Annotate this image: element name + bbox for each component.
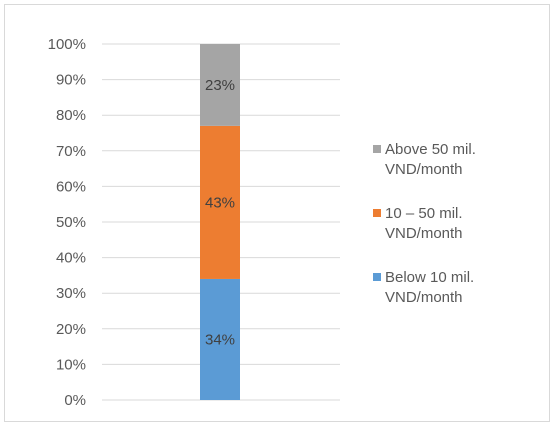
legend-entry: Above 50 mil. VND/month [385, 141, 476, 178]
y-tick-label: 60% [56, 178, 86, 195]
legend-swatch [373, 273, 381, 281]
legend-swatch [373, 145, 381, 153]
legend-entry-line: VND/month [385, 161, 463, 178]
legend-entry-line: VND/month [385, 225, 463, 242]
data-label: 23% [205, 77, 235, 94]
legend-entry-line: Above 50 mil. [385, 141, 476, 158]
legend-entry: 10 – 50 mil. VND/month [385, 205, 463, 242]
legend: Above 50 mil. VND/month 10 – 50 mil. VND/mo… [373, 141, 476, 306]
y-tick-label: 40% [56, 250, 86, 267]
y-tick-label: 50% [56, 214, 86, 231]
y-axis-ticks: 0% 10% 20% 30% 40% 50% 60% 70% 80% 90% 100% [48, 36, 86, 409]
y-tick-label: 80% [56, 107, 86, 124]
data-label: 34% [205, 331, 235, 348]
y-tick-label: 90% [56, 72, 86, 89]
data-label: 43% [205, 194, 235, 211]
legend-entry-line: Below 10 mil. [385, 269, 474, 286]
bar-segment [200, 278, 240, 400]
bar-segment [200, 44, 240, 126]
y-tick-label: 20% [56, 321, 86, 338]
legend-entry-line: 10 – 50 mil. [385, 205, 463, 222]
legend-entry-line: VND/month [385, 289, 463, 306]
legend-entry: Below 10 mil. VND/month [385, 269, 474, 306]
legend-swatch [373, 209, 381, 217]
y-tick-label: 100% [48, 36, 86, 53]
data-labels: 34% 43% 23% [205, 77, 235, 349]
bar-segments [200, 44, 240, 400]
y-tick-label: 10% [56, 356, 86, 373]
chart-frame [4, 4, 550, 422]
y-tick-label: 0% [64, 392, 86, 409]
y-tick-label: 70% [56, 143, 86, 160]
bar-segment [200, 125, 240, 279]
y-tick-label: 30% [56, 285, 86, 302]
